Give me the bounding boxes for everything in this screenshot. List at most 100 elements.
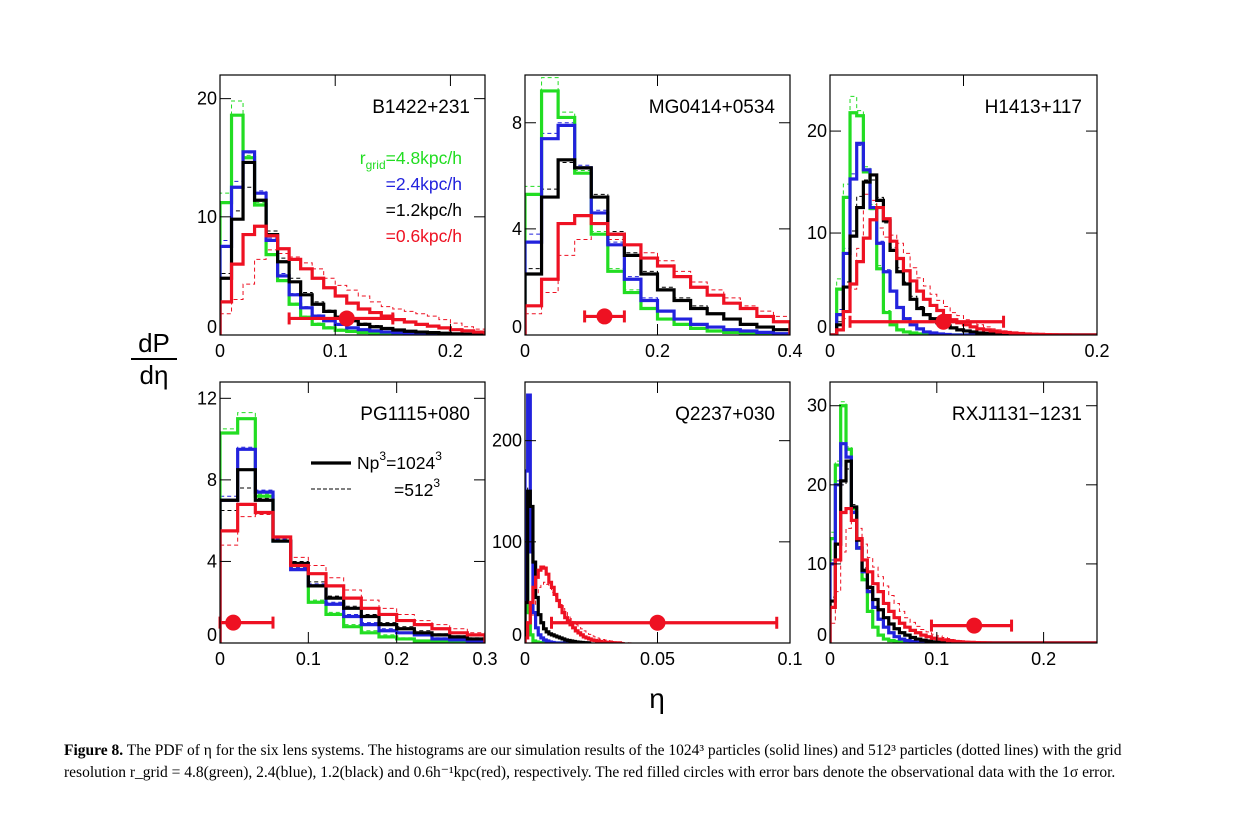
panel-b1422-231-xtick-label-2: 0.2 <box>438 341 463 361</box>
caption-label: Figure 8. <box>64 742 124 759</box>
panel-rxj1131-1231-hist-dashed-green <box>830 401 1097 643</box>
panel-b1422-231-ytick-label-1: 10 <box>197 207 217 227</box>
panel-pg1115-080-xtick-label-0: 0 <box>215 649 225 669</box>
panel-b1422-231-xtick-label-1: 0.1 <box>323 341 348 361</box>
panel-mg0414-0534-hist-blue <box>525 123 790 335</box>
panel-rxj1131-1231-ytick-label-1: 10 <box>807 554 827 574</box>
figure-panels: 0 0.1 0.2 0 10 20 B1422+231 0 0.2 0.4 0 4 8 MG0414+05… <box>131 74 1110 714</box>
panel-h1413-117-title: H1413+117 <box>985 97 1082 118</box>
x-axis-label: η <box>649 683 665 714</box>
panel-q2237-030-ytick-label-0: 0 <box>512 625 522 645</box>
panel-rxj1131-1231-ytick-label-3: 30 <box>807 396 827 416</box>
y-label-denominator: dη <box>140 360 169 390</box>
panel-mg0414-0534-ytick-label-2: 8 <box>512 113 522 133</box>
panel-pg1115-080-xtick-label-3: 0.3 <box>472 649 497 669</box>
panel-pg1115-080-hist-green <box>220 417 485 643</box>
panel-rxj1131-1231-hist-black <box>830 459 1097 643</box>
panel-pg1115-080-obs-point <box>225 614 242 631</box>
panel-mg0414-0534-xtick-label-1: 0.2 <box>645 341 670 361</box>
panel-h1413-117-hist-dashed-black <box>830 179 1097 335</box>
panel-mg0414-0534-ytick-label-1: 4 <box>512 219 522 239</box>
panel-rxj1131-1231-hist-dashed-black <box>830 468 1097 643</box>
panel-pg1115-080-frame <box>219 381 486 644</box>
panel-q2237-030-obs-point <box>649 614 666 631</box>
panel-h1413-117: 0 0.1 0.2 0 10 20 H1413+117 <box>807 74 1110 361</box>
panel-h1413-117-hist-green <box>830 111 1097 335</box>
panel-h1413-117-ytick-label-0: 0 <box>817 317 827 337</box>
panel-b1422-231-ytick-label-2: 20 <box>197 89 217 109</box>
panel-pg1115-080-hist-red <box>220 502 485 643</box>
panel-q2237-030-hist-red <box>525 565 622 643</box>
panel-pg1115-080-ytick-label-3: 12 <box>197 388 217 408</box>
legend-grid-resolution: rgrid=4.8kpc/h =2.4kpc/h =1.2kpc/h =0.6k… <box>360 148 462 246</box>
panel-pg1115-080-hist-dashed-red <box>220 514 485 643</box>
panel-mg0414-0534-obs-point <box>596 308 613 325</box>
panel-h1413-117-ytick-label-1: 10 <box>807 223 827 243</box>
legend-entry-red: =0.6kpc/h <box>386 226 462 246</box>
panel-b1422-231-ytick-label-0: 0 <box>207 317 217 337</box>
caption-text: The PDF of η for the six lens systems. T… <box>64 742 1122 781</box>
y-axis-label: dP dη <box>131 328 177 390</box>
panel-q2237-030-xtick-label-1: 0.05 <box>640 649 675 669</box>
panel-rxj1131-1231-xtick-label-1: 0.1 <box>924 649 949 669</box>
panel-pg1115-080-xtick-label-1: 0.1 <box>296 649 321 669</box>
panel-b1422-231-xtick-label-0: 0 <box>215 341 225 361</box>
legend-entry-green: rgrid=4.8kpc/h <box>360 148 462 172</box>
panel-rxj1131-1231-ytick-label-0: 0 <box>817 625 827 645</box>
panel-mg0414-0534-plot-area <box>525 77 790 335</box>
panel-b1422-231: 0 0.1 0.2 0 10 20 B1422+231 <box>197 74 486 361</box>
panel-h1413-117-obs-point <box>935 313 952 330</box>
panel-pg1115-080-hist-dashed-blue <box>220 446 485 643</box>
panel-q2237-030-plot-area <box>525 393 632 643</box>
panel-pg1115-080-ytick-label-0: 0 <box>207 625 217 645</box>
panel-mg0414-0534-xtick-label-2: 0.4 <box>777 341 802 361</box>
panel-b1422-231-title: B1422+231 <box>372 97 470 118</box>
panel-h1413-117-hist-blue <box>830 141 1097 335</box>
panel-h1413-117-ytick-label-2: 20 <box>807 121 827 141</box>
panel-q2237-030-ytick-label-2: 200 <box>492 431 522 451</box>
panel-pg1115-080-title: PG1115+080 <box>360 404 470 425</box>
panel-pg1115-080-xtick-label-2: 0.2 <box>384 649 409 669</box>
panel-mg0414-0534-hist-black <box>525 158 790 335</box>
panel-h1413-117-hist-dashed-green <box>830 95 1097 335</box>
panel-b1422-231-obs-point <box>338 310 355 327</box>
panel-h1413-117-hist-dashed-red <box>830 193 1097 335</box>
legend-entry-1024: Np3=10243 <box>357 449 442 473</box>
panel-pg1115-080-hist-black <box>220 468 485 643</box>
panel-h1413-117-xtick-label-2: 0.2 <box>1084 341 1109 361</box>
panel-mg0414-0534-title: MG0414+0534 <box>649 97 776 118</box>
panel-rxj1131-1231-xtick-label-2: 0.2 <box>1031 649 1056 669</box>
panel-mg0414-0534-hist-red <box>525 214 790 335</box>
panel-mg0414-0534: 0 0.2 0.4 0 4 8 MG0414+0534 <box>512 74 803 361</box>
legend-entry-blue: =2.4kpc/h <box>386 174 462 194</box>
panel-pg1115-080-hist-dashed-green <box>220 412 485 643</box>
panel-b1422-231-frame <box>219 74 486 336</box>
panel-pg1115-080-ytick-label-2: 8 <box>207 470 217 490</box>
panel-pg1115-080-ytick-label-1: 4 <box>207 551 217 571</box>
panel-h1413-117-plot-area <box>830 95 1097 335</box>
panel-q2237-030-xtick-label-2: 0.1 <box>777 649 802 669</box>
panel-q2237-030-title: Q2237+030 <box>675 404 775 425</box>
panel-rxj1131-1231-obs-point <box>966 617 983 634</box>
panel-b1422-231-hist-red <box>220 224 485 335</box>
panel-mg0414-0534-hist-green <box>525 89 790 335</box>
panel-rxj1131-1231-xtick-label-0: 0 <box>825 649 835 669</box>
panel-pg1115-080: 0 0.1 0.2 0.3 0 4 8 12 PG1115+080 <box>197 381 498 669</box>
panel-q2237-030-ytick-label-1: 100 <box>492 532 522 552</box>
panel-q2237-030-hist-black <box>525 489 592 643</box>
y-label-numerator: dP <box>138 328 170 358</box>
panel-rxj1131-1231-plot-area <box>830 401 1097 643</box>
panel-rxj1131-1231-hist-dashed-red <box>830 519 1097 643</box>
panel-q2237-030-hist-green <box>525 545 592 643</box>
panel-pg1115-080-hist-blue <box>220 447 485 643</box>
panel-b1422-231-hist-dashed-red <box>220 249 485 335</box>
panel-rxj1131-1231-title: RXJ1131−1231 <box>952 404 1082 425</box>
legend-entry-512: =5123 <box>394 476 440 500</box>
panel-rxj1131-1231-frame <box>829 381 1098 644</box>
panel-mg0414-0534-ytick-label-0: 0 <box>512 317 522 337</box>
panel-pg1115-080-plot-area <box>220 412 485 643</box>
panel-h1413-117-xtick-label-0: 0 <box>825 341 835 361</box>
legend-entry-black: =1.2kpc/h <box>386 200 462 220</box>
panel-q2237-030-xtick-label-0: 0 <box>520 649 530 669</box>
panel-rxj1131-1231-ytick-label-2: 20 <box>807 475 827 495</box>
